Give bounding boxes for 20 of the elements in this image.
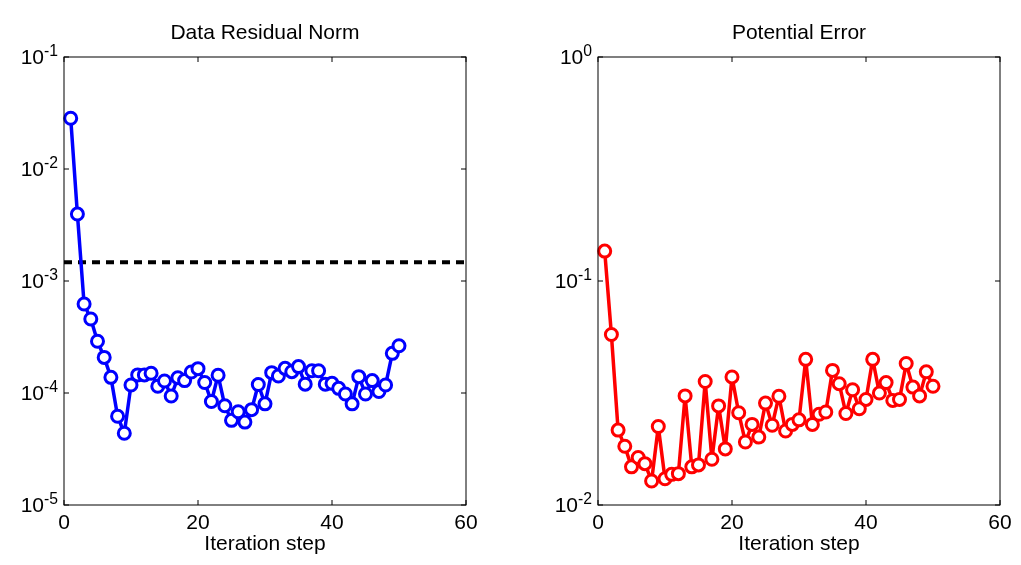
x-tick-label: 40 — [854, 510, 878, 533]
x-axis-title: Iteration step — [204, 531, 326, 554]
y-tick-label: 10$^{-5}$ — [20, 489, 59, 516]
y-tick-label: 10$^{-2}$ — [554, 489, 592, 516]
y-tick-label: 10$^{-4}$ — [20, 377, 59, 404]
x-tick-label: 40 — [320, 510, 344, 533]
y-tick-label: 10$^{-2}$ — [20, 153, 58, 180]
y-tick-label: 10$^{0}$ — [559, 41, 593, 68]
y-tick-label: 10$^{-1}$ — [20, 41, 58, 68]
y-tick-label: 10$^{-3}$ — [20, 265, 59, 292]
x-tick-label: 0 — [592, 510, 604, 533]
x-tick-label: 60 — [454, 510, 478, 533]
y-tick-label: 10$^{-1}$ — [554, 265, 592, 292]
x-tick-label: 20 — [720, 510, 744, 533]
x-axis-title: Iteration step — [738, 531, 860, 554]
chart-title: Data Residual Norm — [170, 20, 360, 43]
x-tick-label: 0 — [58, 510, 70, 533]
x-tick-label: 20 — [186, 510, 210, 533]
chart-title: Potential Error — [731, 20, 867, 43]
x-tick-label: 60 — [988, 510, 1012, 533]
